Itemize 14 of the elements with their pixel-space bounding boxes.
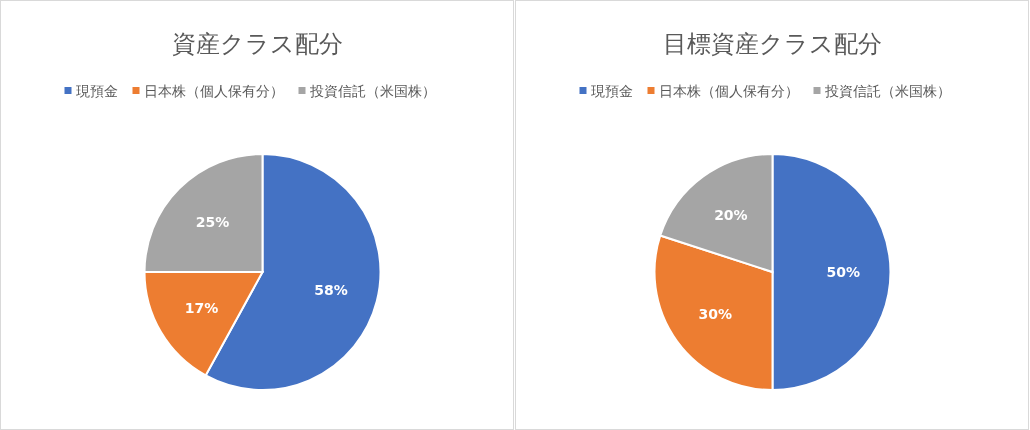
legend-label: 投資信託（米国株） — [308, 83, 436, 99]
data-label: 25% — [195, 213, 230, 230]
legend-label: 日本株（個人保有分） — [143, 83, 284, 99]
data-label: 30% — [698, 305, 732, 322]
data-label: 50% — [826, 264, 861, 280]
legend-label: 現預金 — [75, 83, 118, 99]
legend-label: 投資信託（米国株） — [823, 83, 951, 99]
legend-label: 日本株（個人保有分） — [658, 83, 799, 99]
data-label: 17% — [184, 300, 219, 317]
legend-label: 現預金 — [590, 83, 633, 99]
data-label: 58% — [314, 281, 348, 298]
chart-title: 目標資産クラス配分 — [663, 30, 882, 58]
chart-title: 資産クラス配分 — [172, 30, 343, 58]
data-label: 20% — [714, 206, 748, 223]
